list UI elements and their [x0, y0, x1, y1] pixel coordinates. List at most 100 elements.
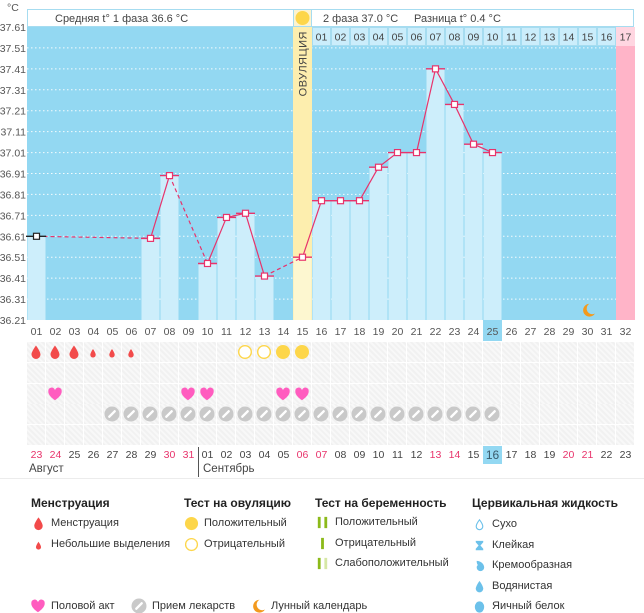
- event-cell[interactable]: [597, 342, 615, 362]
- event-cell[interactable]: [122, 342, 140, 362]
- date-label[interactable]: 18: [524, 449, 537, 461]
- cycle-day-label[interactable]: 17: [335, 326, 347, 338]
- event-cell[interactable]: [84, 363, 102, 383]
- temperature-bar[interactable]: [160, 175, 179, 320]
- event-cell[interactable]: [445, 383, 463, 404]
- event-cell[interactable]: [388, 342, 406, 362]
- date-label[interactable]: 27: [106, 449, 119, 461]
- cycle-day-label[interactable]: 29: [563, 326, 575, 338]
- event-cell[interactable]: [141, 404, 159, 424]
- event-cell[interactable]: [312, 342, 330, 362]
- cycle-day-label[interactable]: 05: [107, 326, 119, 338]
- event-cell[interactable]: [217, 363, 235, 383]
- temperature-point[interactable]: [317, 197, 326, 205]
- date-label[interactable]: 19: [543, 449, 556, 461]
- event-cell[interactable]: [179, 383, 197, 404]
- date-label[interactable]: 23: [30, 449, 43, 461]
- date-label[interactable]: 22: [600, 449, 613, 461]
- event-cell[interactable]: [103, 383, 121, 404]
- event-cell[interactable]: [27, 383, 45, 404]
- cycle-day-label[interactable]: 23: [449, 326, 461, 338]
- date-label[interactable]: 21: [581, 449, 594, 461]
- event-cell[interactable]: [407, 404, 425, 424]
- event-cell[interactable]: [236, 425, 254, 445]
- temperature-bar[interactable]: [217, 217, 236, 320]
- event-cell[interactable]: [540, 425, 558, 445]
- event-cell[interactable]: [198, 404, 216, 424]
- event-cell[interactable]: [369, 404, 387, 424]
- event-cell[interactable]: [464, 383, 482, 404]
- date-label[interactable]: 25: [68, 449, 81, 461]
- event-cell[interactable]: [217, 342, 235, 362]
- event-cell[interactable]: [46, 404, 64, 424]
- event-cell[interactable]: [217, 404, 235, 424]
- event-cell[interactable]: [255, 342, 273, 362]
- event-cell[interactable]: [331, 363, 349, 383]
- cycle-day-label[interactable]: 18: [354, 326, 366, 338]
- event-cell[interactable]: [559, 404, 577, 424]
- date-label[interactable]: 02: [220, 449, 233, 461]
- event-cell[interactable]: [198, 342, 216, 362]
- event-cell[interactable]: [46, 342, 64, 362]
- temperature-point[interactable]: [469, 140, 478, 148]
- event-cell[interactable]: [426, 404, 444, 424]
- event-cell[interactable]: [103, 342, 121, 362]
- cycle-day-label[interactable]: 20: [392, 326, 404, 338]
- event-cell[interactable]: [540, 342, 558, 362]
- event-cell[interactable]: [65, 404, 83, 424]
- event-cell[interactable]: [464, 363, 482, 383]
- event-cell[interactable]: [331, 425, 349, 445]
- temperature-point[interactable]: [298, 253, 307, 261]
- event-cell[interactable]: [540, 404, 558, 424]
- temperature-point[interactable]: [450, 100, 459, 109]
- event-cell[interactable]: [293, 363, 311, 383]
- event-cell[interactable]: [217, 383, 235, 404]
- event-cell[interactable]: [597, 363, 615, 383]
- event-cell[interactable]: [616, 363, 634, 383]
- event-cell[interactable]: [502, 383, 520, 404]
- date-label[interactable]: 31: [182, 449, 195, 461]
- event-cell[interactable]: [274, 383, 292, 404]
- event-cell[interactable]: [274, 363, 292, 383]
- temperature-point[interactable]: [355, 197, 364, 205]
- event-cell[interactable]: [578, 404, 596, 424]
- event-cell[interactable]: [312, 404, 330, 424]
- cycle-day-label[interactable]: 10: [202, 326, 214, 338]
- event-cell[interactable]: [426, 363, 444, 383]
- event-cell[interactable]: [407, 383, 425, 404]
- temperature-bar[interactable]: [445, 104, 464, 320]
- event-cell[interactable]: [122, 404, 140, 424]
- event-cell[interactable]: [502, 404, 520, 424]
- event-cell[interactable]: [141, 363, 159, 383]
- cycle-day-label[interactable]: 27: [525, 326, 537, 338]
- date-label[interactable]: 06: [296, 449, 309, 461]
- event-cell[interactable]: [122, 363, 140, 383]
- cycle-day-label[interactable]: 08: [164, 326, 176, 338]
- temperature-point[interactable]: [374, 163, 383, 171]
- date-label[interactable]: 03: [239, 449, 252, 461]
- event-cell[interactable]: [217, 425, 235, 445]
- event-cell[interactable]: [521, 363, 539, 383]
- event-cell[interactable]: [274, 404, 292, 424]
- date-label[interactable]: 11: [392, 449, 403, 461]
- cycle-day-label[interactable]: 30: [582, 326, 594, 338]
- cycle-day-label[interactable]: 01: [31, 326, 43, 338]
- cycle-day-label[interactable]: 03: [69, 326, 81, 338]
- event-cell[interactable]: [27, 404, 45, 424]
- date-label[interactable]: 07: [315, 449, 328, 461]
- event-cell[interactable]: [464, 342, 482, 362]
- event-cell[interactable]: [597, 404, 615, 424]
- event-cell[interactable]: [407, 425, 425, 445]
- cycle-day-label[interactable]: 28: [544, 326, 556, 338]
- date-label[interactable]: 29: [144, 449, 157, 461]
- event-cell[interactable]: [255, 383, 273, 404]
- event-cell[interactable]: [616, 342, 634, 362]
- temperature-point[interactable]: [165, 171, 174, 180]
- event-cell[interactable]: [445, 425, 463, 445]
- event-cell[interactable]: [312, 383, 330, 404]
- event-cell[interactable]: [141, 342, 159, 362]
- date-label[interactable]: 15: [467, 449, 480, 461]
- event-cell[interactable]: [46, 383, 64, 404]
- event-cell[interactable]: [27, 425, 45, 445]
- event-cell[interactable]: [103, 404, 121, 424]
